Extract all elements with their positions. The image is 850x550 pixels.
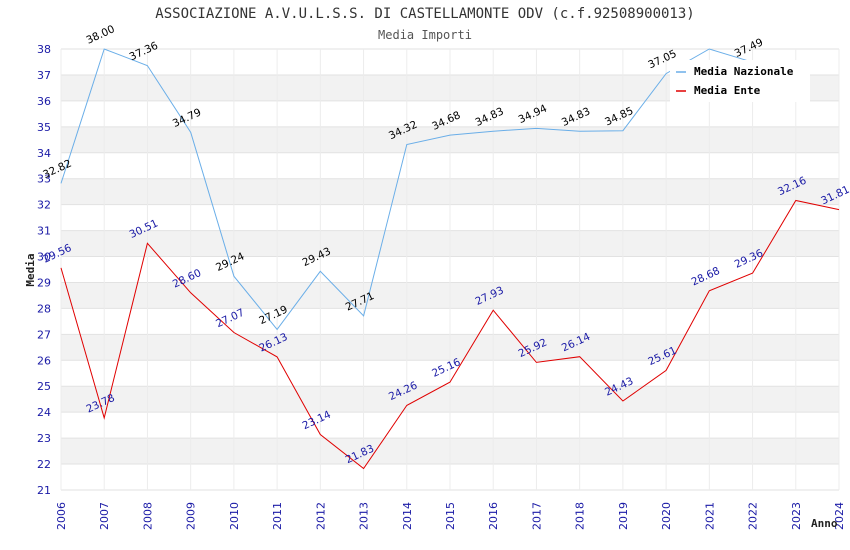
x-tick-label: 2016 bbox=[487, 502, 500, 530]
data-label: 32.82 bbox=[41, 158, 73, 182]
data-label: 29.56 bbox=[41, 242, 74, 266]
x-tick-label: 2019 bbox=[617, 502, 630, 530]
legend-background bbox=[670, 60, 810, 102]
chart-subtitle: Media Importi bbox=[378, 28, 472, 42]
legend: Media Nazionale Media Ente bbox=[670, 60, 810, 102]
data-label: 38.00 bbox=[84, 23, 116, 47]
data-label: 27.07 bbox=[214, 307, 246, 331]
data-label: 37.36 bbox=[128, 40, 161, 64]
y-tick-label: 33 bbox=[37, 173, 51, 186]
y-tick-label: 37 bbox=[37, 69, 51, 82]
x-tick-label: 2006 bbox=[55, 502, 68, 530]
y-tick-label: 22 bbox=[37, 458, 51, 471]
legend-label-media-ente: Media Ente bbox=[694, 84, 761, 97]
y-tick-label: 34 bbox=[37, 147, 51, 160]
y-tick-label: 30 bbox=[37, 251, 51, 264]
y-tick-label: 26 bbox=[37, 354, 51, 367]
data-label: 34.83 bbox=[560, 105, 592, 129]
x-tick-label: 2011 bbox=[271, 502, 284, 530]
x-tick-label: 2018 bbox=[574, 502, 587, 530]
y-tick-label: 29 bbox=[37, 276, 51, 289]
x-tick-label: 2020 bbox=[660, 502, 673, 530]
x-axis-label: Anno bbox=[811, 517, 838, 530]
x-axis-ticks: 2006 2007 2008 2009 2010 2011 2012 2013 2014 2015… bbox=[55, 502, 846, 530]
x-tick-label: 2021 bbox=[703, 502, 716, 530]
legend-label-media-nazionale: Media Nazionale bbox=[694, 65, 794, 78]
data-label: 34.85 bbox=[603, 105, 635, 129]
y-tick-label: 21 bbox=[37, 484, 51, 497]
y-tick-label: 35 bbox=[37, 121, 51, 134]
x-tick-label: 2022 bbox=[747, 502, 760, 530]
x-tick-label: 2017 bbox=[530, 502, 543, 530]
series-line-media-nazionale bbox=[60, 48, 753, 331]
x-tick-label: 2023 bbox=[790, 502, 803, 530]
x-tick-label: 2009 bbox=[185, 502, 198, 530]
y-tick-label: 31 bbox=[37, 225, 51, 238]
x-tick-label: 2010 bbox=[228, 502, 241, 530]
y-tick-label: 27 bbox=[37, 328, 51, 341]
y-tick-label: 36 bbox=[37, 95, 51, 108]
y-axis-label: Media bbox=[24, 253, 37, 286]
y-tick-label: 38 bbox=[37, 43, 51, 56]
x-tick-label: 2024 bbox=[833, 502, 846, 530]
x-tick-label: 2012 bbox=[314, 502, 327, 530]
series-group bbox=[60, 48, 840, 470]
chart-title: ASSOCIAZIONE A.V.U.L.S.S. DI CASTELLAMON… bbox=[155, 6, 694, 22]
y-axis-ticks: 21 22 23 24 25 26 27 28 29 30 31 32 33 34 35 36 37 38 bbox=[37, 43, 51, 497]
y-tick-label: 23 bbox=[37, 432, 51, 445]
x-tick-label: 2013 bbox=[358, 502, 371, 530]
data-label: 34.83 bbox=[473, 105, 505, 129]
x-tick-label: 2014 bbox=[401, 502, 414, 530]
y-tick-label: 32 bbox=[37, 199, 51, 212]
data-label: 34.94 bbox=[517, 102, 550, 126]
data-label: 37.49 bbox=[733, 36, 765, 60]
y-tick-label: 25 bbox=[37, 380, 51, 393]
x-tick-label: 2008 bbox=[141, 502, 154, 530]
series-line-media-ente bbox=[60, 199, 840, 470]
x-tick-label: 2007 bbox=[98, 502, 111, 530]
y-tick-label: 28 bbox=[37, 302, 51, 315]
y-tick-label: 24 bbox=[37, 406, 51, 419]
x-tick-label: 2015 bbox=[444, 502, 457, 530]
